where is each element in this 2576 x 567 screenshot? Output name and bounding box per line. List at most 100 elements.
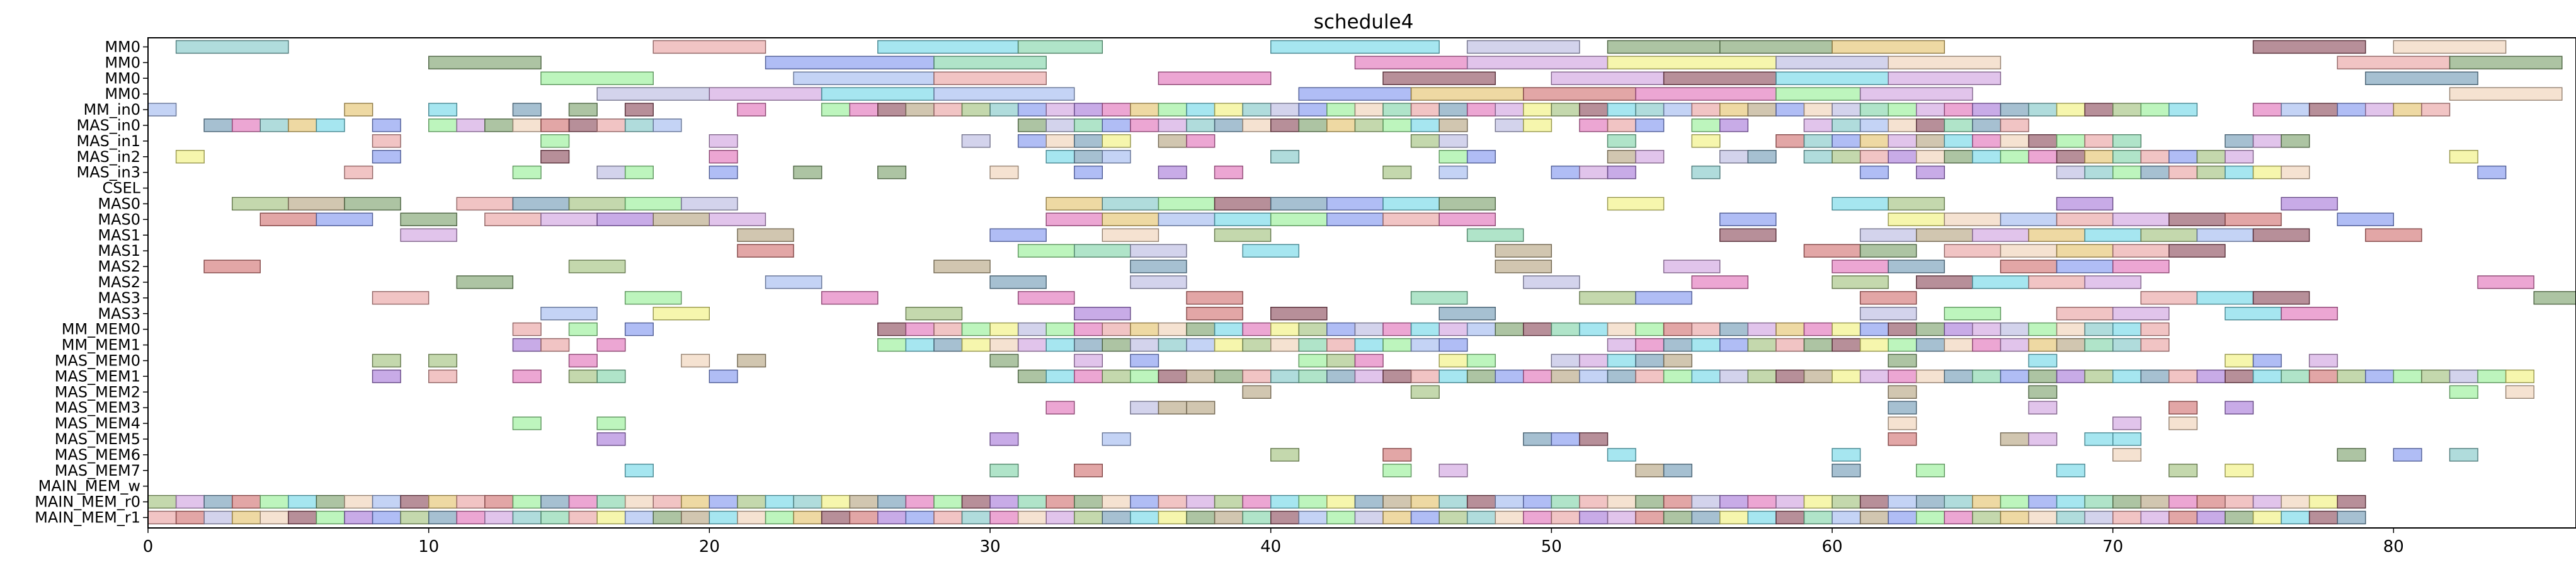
task-bar bbox=[765, 55, 935, 70]
task-bar bbox=[372, 291, 430, 305]
task-bar bbox=[1466, 322, 1496, 336]
task-bar bbox=[2000, 260, 2058, 273]
task-bar bbox=[316, 212, 373, 226]
task-bar bbox=[961, 322, 991, 336]
task-bar bbox=[2225, 369, 2254, 384]
task-bar bbox=[1888, 197, 1945, 211]
y-tick-label: MAS1 bbox=[98, 226, 140, 244]
task-bar bbox=[288, 495, 317, 509]
task-bar bbox=[1130, 510, 1160, 525]
task-bar bbox=[1888, 103, 1917, 117]
task-bar bbox=[2365, 228, 2422, 242]
task-bar bbox=[1466, 353, 1496, 368]
task-bar bbox=[2196, 165, 2226, 180]
task-bar bbox=[1382, 448, 1412, 462]
task-bar bbox=[1888, 353, 1917, 368]
task-bar bbox=[1747, 369, 1777, 384]
task-bar bbox=[540, 495, 570, 509]
task-bar bbox=[1859, 103, 1889, 117]
y-tick-label: MM_MEM1 bbox=[62, 336, 140, 354]
task-bar bbox=[2337, 55, 2451, 70]
task-bar bbox=[2252, 369, 2282, 384]
task-bar bbox=[1046, 322, 1075, 336]
task-bar bbox=[400, 212, 457, 226]
task-bar bbox=[596, 416, 626, 430]
task-bar bbox=[1888, 510, 1917, 525]
task-bar bbox=[1270, 510, 1299, 525]
task-bar bbox=[1607, 40, 1721, 54]
task-bar bbox=[540, 118, 570, 132]
task-bar bbox=[1747, 103, 1777, 117]
task-bar bbox=[2000, 510, 2029, 525]
task-bar bbox=[1663, 260, 1721, 273]
task-bar bbox=[933, 260, 991, 273]
task-bar bbox=[1579, 322, 1609, 336]
task-bar bbox=[2028, 103, 2058, 117]
task-bar bbox=[2112, 260, 2170, 273]
task-bar bbox=[2169, 510, 2198, 525]
task-bar bbox=[2140, 165, 2170, 180]
task-bar bbox=[1551, 369, 1580, 384]
task-bar bbox=[1859, 244, 1917, 258]
task-bar bbox=[1439, 149, 1468, 164]
task-bar bbox=[1017, 338, 1047, 352]
task-bar bbox=[1073, 464, 1103, 478]
task-bar bbox=[1214, 495, 1243, 509]
task-bar bbox=[793, 510, 823, 525]
task-bar bbox=[2169, 103, 2198, 117]
task-bar bbox=[1607, 353, 1636, 368]
task-bar bbox=[1242, 103, 1272, 117]
task-bar bbox=[1915, 103, 1945, 117]
task-bar bbox=[1775, 55, 1889, 70]
task-bar bbox=[1915, 322, 1945, 336]
task-bar bbox=[624, 495, 654, 509]
task-bar bbox=[1017, 244, 1075, 258]
task-bar bbox=[1439, 197, 1496, 211]
task-bar bbox=[1046, 118, 1075, 132]
task-bar bbox=[1158, 118, 1187, 132]
task-bar bbox=[2000, 118, 2029, 132]
task-bar bbox=[1298, 87, 1412, 101]
task-bar bbox=[1691, 322, 1721, 336]
task-bar bbox=[1747, 495, 1777, 509]
task-bar bbox=[2028, 134, 2058, 148]
task-bar bbox=[1944, 118, 1973, 132]
task-bar bbox=[1073, 369, 1103, 384]
task-bar bbox=[2393, 448, 2422, 462]
task-bar bbox=[484, 212, 542, 226]
x-tick-label: 70 bbox=[2102, 537, 2123, 556]
task-bar bbox=[1832, 275, 1889, 289]
task-bar bbox=[2169, 416, 2198, 430]
task-bar bbox=[2281, 495, 2310, 509]
task-bar bbox=[1466, 228, 1524, 242]
task-bar bbox=[1944, 495, 1973, 509]
task-bar bbox=[568, 197, 626, 211]
task-bar bbox=[568, 118, 598, 132]
task-bar bbox=[2084, 510, 2114, 525]
task-bar bbox=[1158, 401, 1187, 415]
task-bar bbox=[1382, 118, 1412, 132]
task-bar bbox=[1747, 338, 1777, 352]
task-bar bbox=[2169, 149, 2198, 164]
task-bar bbox=[1972, 118, 2002, 132]
task-bar bbox=[2056, 149, 2085, 164]
task-bar bbox=[2000, 212, 2058, 226]
task-bar bbox=[653, 40, 767, 54]
task-bar bbox=[512, 103, 542, 117]
task-bar bbox=[1214, 165, 1243, 180]
task-bar bbox=[1326, 197, 1384, 211]
task-bar bbox=[596, 369, 626, 384]
task-bar bbox=[1888, 71, 2002, 86]
task-bar bbox=[1635, 87, 1777, 101]
task-bar bbox=[1944, 149, 1973, 164]
task-bar bbox=[1803, 118, 1833, 132]
y-tick-label: MAS_MEM1 bbox=[55, 367, 140, 385]
task-bar bbox=[1719, 338, 1748, 352]
task-bar bbox=[821, 291, 879, 305]
task-bar bbox=[1242, 118, 1272, 132]
task-bar bbox=[905, 338, 935, 352]
task-bar bbox=[1186, 322, 1216, 336]
task-bar bbox=[1242, 244, 1299, 258]
task-bar bbox=[709, 495, 738, 509]
y-tick-label: MAS_MEM4 bbox=[55, 415, 140, 432]
